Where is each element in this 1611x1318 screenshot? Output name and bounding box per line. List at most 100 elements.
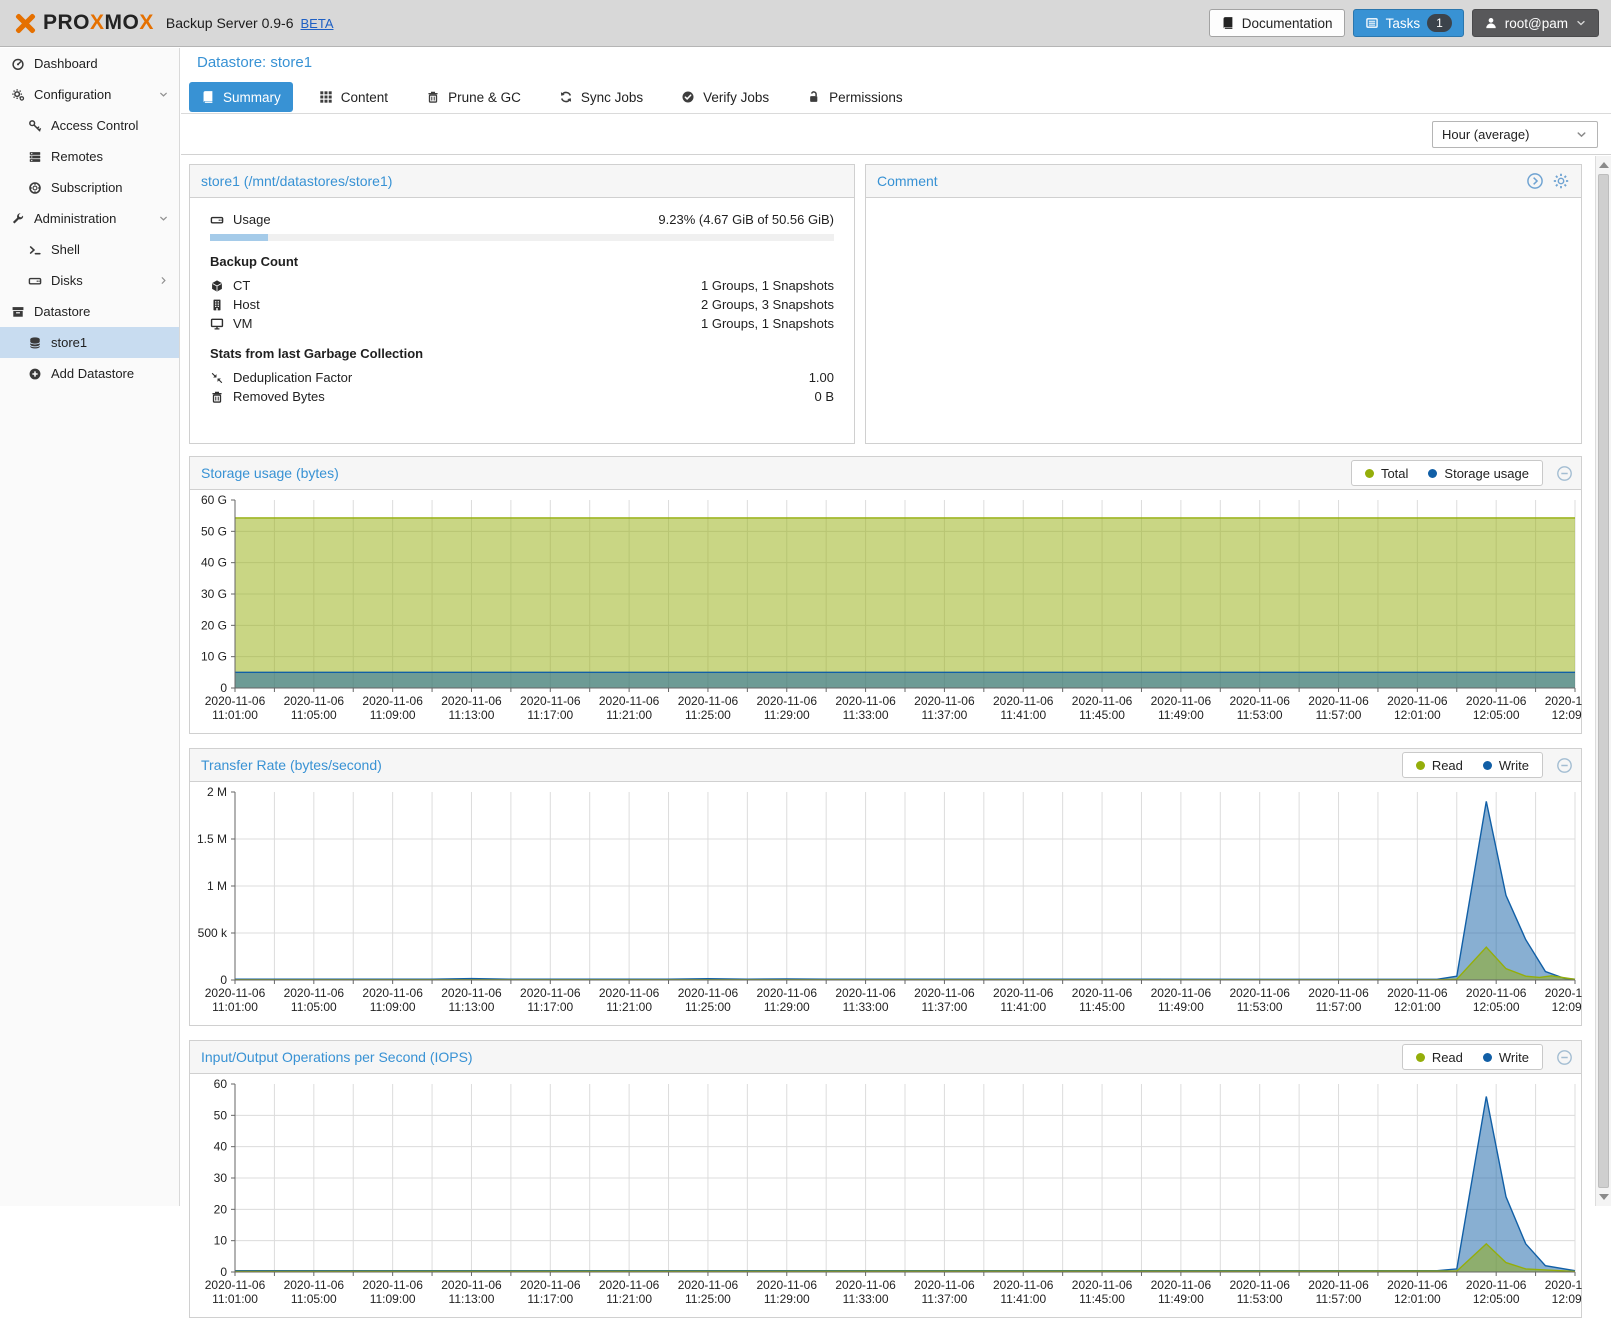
usage-progress-fill xyxy=(210,234,268,241)
svg-text:11:33:00: 11:33:00 xyxy=(843,1292,889,1306)
monitor-icon xyxy=(210,317,224,331)
tab-label: Content xyxy=(341,90,388,105)
sidebar-item-store1[interactable]: store1 xyxy=(0,327,179,358)
time-range-select[interactable]: Hour (average) xyxy=(1432,121,1598,148)
backup-count-row-ct: CT 1 Groups, 1 Snapshots xyxy=(210,276,834,295)
svg-text:2020-11-06: 2020-11-06 xyxy=(362,694,423,708)
server-list-icon xyxy=(28,150,42,164)
documentation-button[interactable]: Documentation xyxy=(1209,9,1345,37)
backup-count-row-host: Host 2 Groups, 3 Snapshots xyxy=(210,295,834,314)
sidebar-item-datastore[interactable]: Datastore xyxy=(0,296,179,327)
collapse-panel-icon[interactable] xyxy=(1556,1049,1573,1066)
scroll-down-arrow-icon[interactable] xyxy=(1599,1194,1609,1200)
svg-text:12:01:00: 12:01:00 xyxy=(1394,1292,1441,1306)
tab-verify-jobs[interactable]: Verify Jobs xyxy=(669,82,781,112)
tab-permissions[interactable]: Permissions xyxy=(795,82,915,112)
sidebar-item-configuration[interactable]: Configuration xyxy=(0,79,179,110)
sidebar-item-label: Remotes xyxy=(51,149,103,164)
tab-sync-jobs[interactable]: Sync Jobs xyxy=(547,82,655,112)
legend-item-total[interactable]: Total xyxy=(1365,466,1408,481)
svg-text:2020-11-06: 2020-11-06 xyxy=(362,1278,423,1292)
tab-prune-gc[interactable]: Prune & GC xyxy=(414,82,533,112)
svg-text:11:37:00: 11:37:00 xyxy=(921,1000,967,1014)
compress-arrows-icon xyxy=(210,371,224,385)
svg-text:11:05:00: 11:05:00 xyxy=(291,1000,337,1014)
usage-value: 9.23% (4.67 GiB of 50.56 GiB) xyxy=(658,212,834,227)
scroll-up-arrow-icon[interactable] xyxy=(1599,162,1609,168)
backup-count-heading: Backup Count xyxy=(210,254,834,269)
panel-header: store1 (/mnt/datastores/store1) xyxy=(190,165,854,198)
tab-summary[interactable]: Summary xyxy=(189,82,293,112)
sidebar-item-subscription[interactable]: Subscription xyxy=(0,172,179,203)
svg-text:2020-11-06: 2020-11-06 xyxy=(1466,694,1527,708)
panel-title: Input/Output Operations per Second (IOPS… xyxy=(201,1049,473,1065)
check-circle-icon xyxy=(681,90,695,104)
svg-text:2020-11-06: 2020-11-06 xyxy=(835,1278,896,1292)
unlock-icon xyxy=(807,90,821,104)
beta-link[interactable]: BETA xyxy=(301,16,334,31)
cube-icon xyxy=(210,279,224,293)
svg-text:60 G: 60 G xyxy=(201,493,227,507)
svg-text:50 G: 50 G xyxy=(201,524,227,538)
sidebar-item-label: Subscription xyxy=(51,180,123,195)
legend-item-read[interactable]: Read xyxy=(1416,1050,1463,1065)
tab-bar: Summary Content Prune & GC Sync Jobs Ver… xyxy=(189,82,915,112)
svg-text:2020-11-06: 2020-11-06 xyxy=(993,1278,1054,1292)
svg-text:2020-11-06: 2020-11-06 xyxy=(520,986,581,1000)
legend-item-write[interactable]: Write xyxy=(1483,758,1529,773)
tab-label: Permissions xyxy=(829,90,903,105)
svg-text:11:21:00: 11:21:00 xyxy=(606,708,652,722)
tab-content[interactable]: Content xyxy=(307,82,400,112)
sidebar-item-dashboard[interactable]: Dashboard xyxy=(0,48,179,79)
collapse-panel-icon[interactable] xyxy=(1556,757,1573,774)
legend-item-read[interactable]: Read xyxy=(1416,758,1463,773)
sidebar-item-access-control[interactable]: Access Control xyxy=(0,110,179,141)
hdd-icon xyxy=(28,274,42,288)
sidebar-item-administration[interactable]: Administration xyxy=(0,203,179,234)
task-list-icon xyxy=(1365,16,1379,30)
svg-text:2020-11-06: 2020-11-06 xyxy=(1151,986,1212,1000)
collapse-panel-icon[interactable] xyxy=(1556,465,1573,482)
legend-item-write[interactable]: Write xyxy=(1483,1050,1529,1065)
vertical-scrollbar[interactable] xyxy=(1595,156,1611,1206)
sidebar-item-label: Configuration xyxy=(34,87,111,102)
tasks-label: Tasks xyxy=(1386,16,1421,31)
sidebar-item-remotes[interactable]: Remotes xyxy=(0,141,179,172)
legend-item-storage-usage[interactable]: Storage usage xyxy=(1428,466,1529,481)
svg-text:500 k: 500 k xyxy=(198,926,228,940)
terminal-icon xyxy=(28,243,42,257)
svg-text:2020-11-06: 2020-11-06 xyxy=(1387,694,1448,708)
tasks-count-badge: 1 xyxy=(1427,14,1452,32)
gc-stats-heading: Stats from last Garbage Collection xyxy=(210,346,834,361)
row-label: Removed Bytes xyxy=(233,389,325,404)
svg-text:12:05:00: 12:05:00 xyxy=(1473,1000,1520,1014)
svg-text:11:17:00: 11:17:00 xyxy=(527,1292,573,1306)
svg-text:11:09:00: 11:09:00 xyxy=(370,1000,416,1014)
scrollbar-thumb[interactable] xyxy=(1598,174,1609,1188)
row-value: 1 Groups, 1 Snapshots xyxy=(701,278,834,293)
sidebar-item-add-datastore[interactable]: Add Datastore xyxy=(0,358,179,389)
row-value: 1.00 xyxy=(809,370,834,385)
panel-body: 010 G20 G30 G40 G50 G60 G2020-11-0611:01… xyxy=(190,490,1581,726)
legend-label: Write xyxy=(1499,758,1529,773)
svg-text:11:01:00: 11:01:00 xyxy=(212,708,258,722)
svg-text:2020-11-06: 2020-11-06 xyxy=(599,1278,660,1292)
svg-text:2020-11-06: 2020-11-06 xyxy=(1072,986,1133,1000)
svg-text:2020-11-06: 2020-11-06 xyxy=(757,986,818,1000)
svg-text:11:21:00: 11:21:00 xyxy=(606,1292,652,1306)
gear-icon[interactable] xyxy=(1552,172,1570,190)
svg-text:2020-11-06: 2020-11-06 xyxy=(1387,986,1448,1000)
user-menu-button[interactable]: root@pam xyxy=(1472,9,1599,37)
chevron-right-circle-icon[interactable] xyxy=(1526,172,1544,190)
svg-text:11:37:00: 11:37:00 xyxy=(921,708,967,722)
legend-dot xyxy=(1428,469,1437,478)
tasks-button[interactable]: Tasks 1 xyxy=(1353,9,1464,37)
svg-text:11:53:00: 11:53:00 xyxy=(1237,1000,1283,1014)
sidebar-item-shell[interactable]: Shell xyxy=(0,234,179,265)
row-value: 1 Groups, 1 Snapshots xyxy=(701,316,834,331)
backup-count-row-vm: VM 1 Groups, 1 Snapshots xyxy=(210,314,834,333)
sidebar-item-disks[interactable]: Disks xyxy=(0,265,179,296)
svg-text:60: 60 xyxy=(214,1077,228,1091)
svg-text:2020-11-06: 2020-11-06 xyxy=(1545,986,1582,1000)
svg-text:30 G: 30 G xyxy=(201,587,227,601)
